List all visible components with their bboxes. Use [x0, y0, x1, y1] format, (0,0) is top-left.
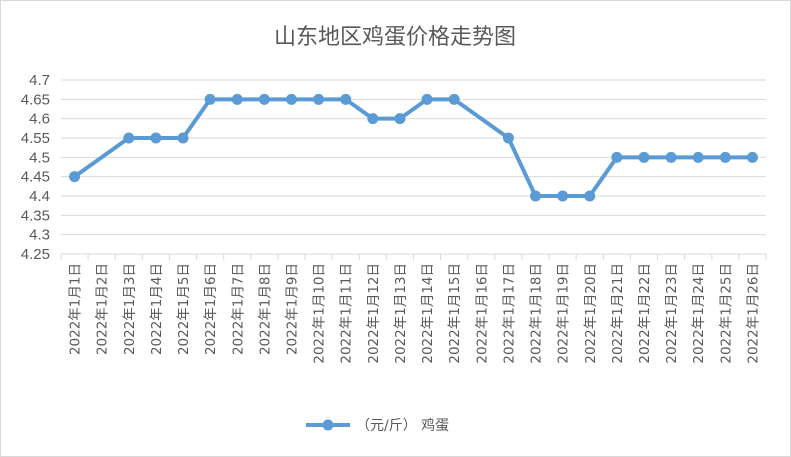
x-tick-label: 2022年1月24日 [691, 263, 707, 364]
data-point [150, 132, 162, 144]
y-tick-label: 4.3 [29, 227, 50, 244]
data-point [692, 151, 704, 163]
x-tick-label: 2022年1月21日 [610, 263, 626, 364]
legend-marker-icon [322, 419, 334, 431]
x-tick-label: 2022年1月18日 [529, 263, 545, 364]
y-tick-label: 4.4 [29, 188, 50, 205]
x-tick-label: 2022年1月20日 [583, 263, 599, 364]
series-line [69, 93, 758, 202]
data-point [746, 151, 758, 163]
chart-title: 山东地区鸡蛋价格走势图 [274, 25, 516, 50]
x-tick-label: 2022年1月6日 [203, 263, 219, 355]
data-point [258, 93, 270, 105]
x-tick-label: 2022年1月16日 [474, 263, 490, 364]
data-point [638, 151, 650, 163]
data-point [719, 151, 731, 163]
x-tick-label: 2022年1月1日 [68, 263, 84, 355]
x-axis-ticks: 2022年1月1日 2022年1月2日 2022年1月3日 2022年1月4日 2022… [60, 254, 767, 364]
y-tick-label: 4.25 [21, 246, 50, 263]
x-tick-label: 2022年1月11日 [339, 263, 355, 364]
data-point [502, 132, 514, 144]
x-tick-label: 2022年1月10日 [312, 263, 328, 364]
x-tick-label: 2022年1月15日 [447, 263, 463, 364]
y-tick-label: 4.6 [29, 111, 50, 128]
x-tick-label: 2022年1月7日 [230, 263, 246, 355]
x-tick-label: 2022年1月4日 [149, 263, 165, 355]
y-tick-label: 4.7 [29, 72, 50, 89]
y-tick-label: 4.55 [21, 130, 50, 147]
x-tick-label: 2022年1月23日 [664, 263, 680, 364]
x-tick-label: 2022年1月26日 [745, 263, 761, 364]
legend: （元/斤） 鸡蛋 [306, 417, 449, 434]
x-tick-label: 2022年1月17日 [501, 263, 517, 364]
data-point [394, 113, 406, 125]
data-point [530, 190, 542, 202]
data-point [557, 190, 569, 202]
series-line-0 [72, 97, 755, 198]
y-tick-label: 4.35 [21, 207, 50, 224]
data-point [665, 151, 677, 163]
data-point [448, 93, 460, 105]
x-tick-label: 2022年1月19日 [556, 263, 572, 364]
data-point [340, 93, 352, 105]
y-axis-ticks: 4.25 4.3 4.35 4.4 4.45 4.5 4.55 4.6 4.65 4.7 [21, 72, 50, 263]
x-tick-label: 2022年1月13日 [393, 263, 409, 364]
x-tick-label: 2022年1月22日 [637, 263, 653, 364]
y-tick-label: 4.65 [21, 91, 50, 108]
x-tick-label: 2022年1月8日 [257, 263, 273, 355]
gridlines [61, 79, 766, 255]
data-point [584, 190, 596, 202]
data-point [421, 93, 433, 105]
x-tick-label: 2022年1月25日 [718, 263, 734, 364]
data-point [313, 93, 325, 105]
data-point [285, 93, 297, 105]
data-point [611, 151, 623, 163]
data-point [177, 132, 189, 144]
data-point [123, 132, 135, 144]
x-tick-label: 2022年1月9日 [284, 263, 300, 355]
y-tick-label: 4.45 [21, 169, 50, 186]
data-point [69, 171, 81, 183]
data-point [231, 93, 243, 105]
x-tick-label: 2022年1月14日 [420, 263, 436, 364]
x-tick-label: 2022年1月3日 [122, 263, 138, 355]
x-tick-label: 2022年1月5日 [176, 263, 192, 355]
legend-label: （元/斤） 鸡蛋 [356, 417, 449, 434]
data-point [367, 113, 379, 125]
data-point [204, 93, 216, 105]
x-tick-label: 2022年1月2日 [95, 263, 111, 355]
x-tick-label: 2022年1月12日 [366, 263, 382, 364]
y-tick-label: 4.5 [29, 149, 50, 166]
